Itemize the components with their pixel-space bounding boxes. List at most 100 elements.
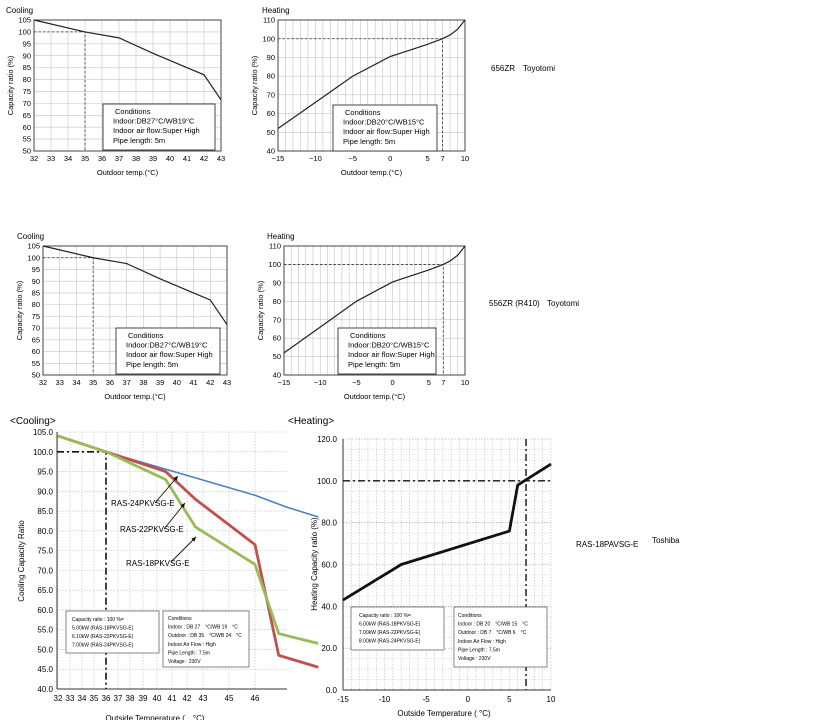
y-tick-label: 75 [23,87,31,96]
x-tick-label: 35 [81,154,89,163]
y-tick-label: 55 [32,359,40,368]
y-tick-label: 80 [267,72,275,81]
y-tick-label: 100 [262,34,275,43]
toshiba-cooling-chart: 32 33 34 35 36 37 38 39 40 41 42 43 45 46 40.0 45.0 50.0… [10,416,319,720]
y-axis-label: Capacity ratio (%) [250,55,259,115]
cooling-conditions-line: Conditions [168,616,192,622]
side-label-brand-toshiba: Toshiba [652,536,680,545]
x-tick-label: 40 [166,154,174,163]
y-tick-label: 90 [267,53,275,62]
annotation-model-22: RAS-22PKVSG-E [120,525,184,534]
x-tick-label: 39 [139,694,148,703]
data-series-line [283,245,466,354]
plot-frame [283,245,466,376]
x-tick-label: 38 [139,378,147,387]
capacity-ratio-line: 7.00kW (RAS-22PKVSG-E) [359,630,421,636]
x-tick-label: 32 [54,694,63,703]
conditions-air-flow: Indoor air flow:Super High [126,350,213,359]
y-tick-label: 80 [23,75,31,84]
x-axis-label: Outdoor temp.(°C) [104,392,166,401]
heating-conditions-line: Pipe Length : 7.5m [458,647,500,653]
y-tick-label: 55 [23,135,31,144]
side-label-model-556zr: 556ZR (R410) [489,299,540,308]
y-tick-label: 40 [273,371,281,380]
cooling-conditions-line: Indoor : DB 27 °C/WB 19 °C [168,625,238,631]
y-tick-label: 105 [18,16,31,25]
y-tick-label: 90.0 [37,487,53,496]
x-tick-label: 10 [461,378,469,387]
y-tick-label: 0.0 [326,686,338,695]
y-tick-label: 70 [32,324,40,333]
x-tick-label: 5 [427,378,431,387]
conditions-pipe-length: Pipe length: 5m [126,360,178,369]
y-tick-label: 110 [269,242,281,251]
x-tick-label: 43 [217,154,225,163]
x-tick-label: 38 [132,154,140,163]
conditions-pipe-length: Pipe length: 5m [343,137,395,146]
conditions-indoor: Indoor:DB27°C/WB19°C [126,341,208,350]
x-tick-label: 34 [72,378,80,387]
x-tick-label: 42 [183,694,192,703]
x-axis-label: Outdoor temp.(°C) [97,168,159,177]
x-tick-label: 0 [466,695,471,704]
x-tick-label: 37 [115,154,123,163]
x-tick-label: −15 [278,378,291,387]
y-tick-label: 85 [23,63,31,72]
y-tick-label: 85.0 [37,507,53,516]
y-tick-label: 100 [268,260,281,269]
conditions-pipe-length: Pipe length: 5m [113,136,165,145]
data-series-ras-18pkvsg-e [57,434,319,645]
x-tick-label: −15 [272,154,285,163]
y-tick-label: 80.0 [37,527,53,536]
y-tick-label: 55.0 [37,626,53,635]
capacity-ratio-line: Capacity ratio : 100 %= [72,617,124,623]
y-tick-label: 100 [27,253,40,262]
y-tick-label: 65 [23,111,31,120]
conditions-title: Conditions [345,108,381,117]
capacity-ratio-line: Capacity ratio : 100 %= [359,613,411,619]
y-tick-label: 70 [273,315,281,324]
data-series-line [42,245,228,325]
y-tick-label: 60.0 [37,606,53,615]
x-tick-label: 32 [39,378,47,387]
x-tick-label: 34 [78,694,87,703]
y-tick-label: 80 [32,300,40,309]
x-tick-label: 5 [507,695,512,704]
y-tick-label: 105.0 [33,428,54,437]
x-tick-label: 39 [149,154,157,163]
x-tick-label: 7 [441,378,445,387]
y-tick-label: 85 [32,289,40,298]
x-tick-label: 41 [189,378,197,387]
capacity-ratio-line: 8.00kW (RAS-24PKVSG-E) [359,639,421,645]
y-tick-label: 75.0 [37,547,53,556]
chart-title: Heating [262,6,290,15]
chart-title: <Cooling> [10,416,56,427]
conditions-air-flow: Indoor air flow:Super High [343,127,430,136]
y-tick-label: 105 [27,242,40,251]
x-tick-label: 10 [547,695,556,704]
x-tick-label: 42 [206,378,214,387]
data-series-line [33,19,222,101]
conditions-indoor: Indoor:DB20°C/WB15°C [343,118,425,127]
conditions-indoor: Indoor:DB27°C/WB19°C [113,117,195,126]
y-tick-label: 60 [23,123,31,132]
x-tick-label: 35 [90,694,99,703]
x-tick-label: 39 [156,378,164,387]
y-tick-label: 80 [273,297,281,306]
x-tick-label: 33 [66,694,75,703]
y-tick-label: 95.0 [37,468,53,477]
cooling-conditions-box [162,610,250,668]
x-tick-label: −5 [349,154,358,163]
cooling-conditions-line: Pipe Length : 7.5m [168,650,210,656]
x-tick-label: 37 [114,694,123,703]
y-tick-label: 50 [32,371,40,380]
y-tick-label: 70 [267,90,275,99]
x-tick-label: 42 [200,154,208,163]
x-tick-label: -10 [379,695,391,704]
annotation-arrow-24-head [173,476,178,481]
capacity-ratio-line: 6.10kW (RAS-22PKVSG-E) [72,634,134,640]
y-tick-label: 60 [32,347,40,356]
conditions-box [115,327,221,375]
conditions-title: Conditions [350,331,386,340]
